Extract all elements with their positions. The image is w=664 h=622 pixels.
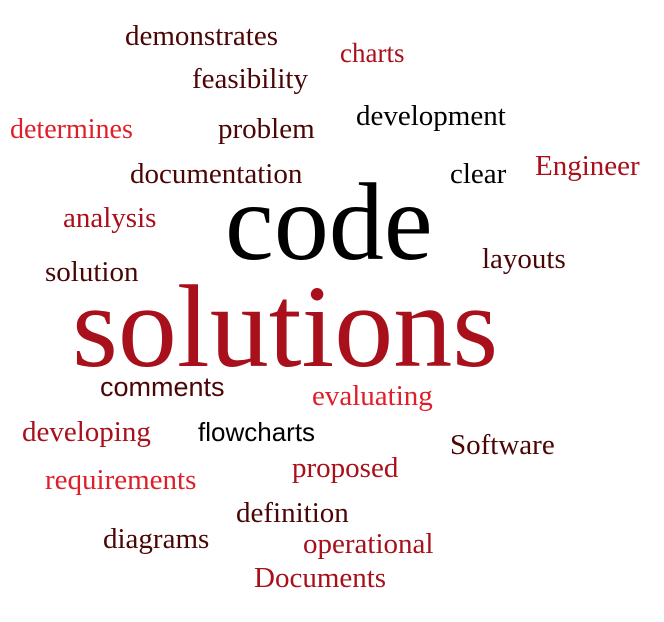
word-requirements: requirements	[45, 464, 197, 496]
word-charts: charts	[340, 38, 405, 68]
word-analysis: analysis	[63, 202, 157, 234]
word-problem: problem	[218, 113, 315, 145]
word-documentation: documentation	[130, 158, 303, 190]
word-feasibility: feasibility	[192, 63, 308, 95]
word-diagrams: diagrams	[103, 523, 210, 555]
word-engineer: Engineer	[535, 150, 640, 182]
word-developing: developing	[22, 416, 151, 448]
word-solution: solution	[45, 256, 139, 288]
word-determines: determines	[10, 114, 133, 145]
word-code: code	[225, 161, 433, 283]
word-flowcharts: flowcharts	[198, 417, 316, 447]
word-solutions: solutions	[72, 261, 499, 392]
word-development: development	[356, 100, 506, 132]
word-operational: operational	[303, 528, 434, 560]
word-layouts: layouts	[482, 243, 566, 275]
word-proposed: proposed	[292, 452, 399, 484]
word-clear: clear	[450, 158, 507, 190]
word-documents: Documents	[254, 562, 387, 594]
word-definition: definition	[236, 497, 349, 529]
word-demonstrates: demonstrates	[125, 20, 279, 52]
word-evaluating: evaluating	[312, 380, 433, 412]
word-software: Software	[450, 429, 555, 461]
word-comments: comments	[100, 372, 225, 402]
